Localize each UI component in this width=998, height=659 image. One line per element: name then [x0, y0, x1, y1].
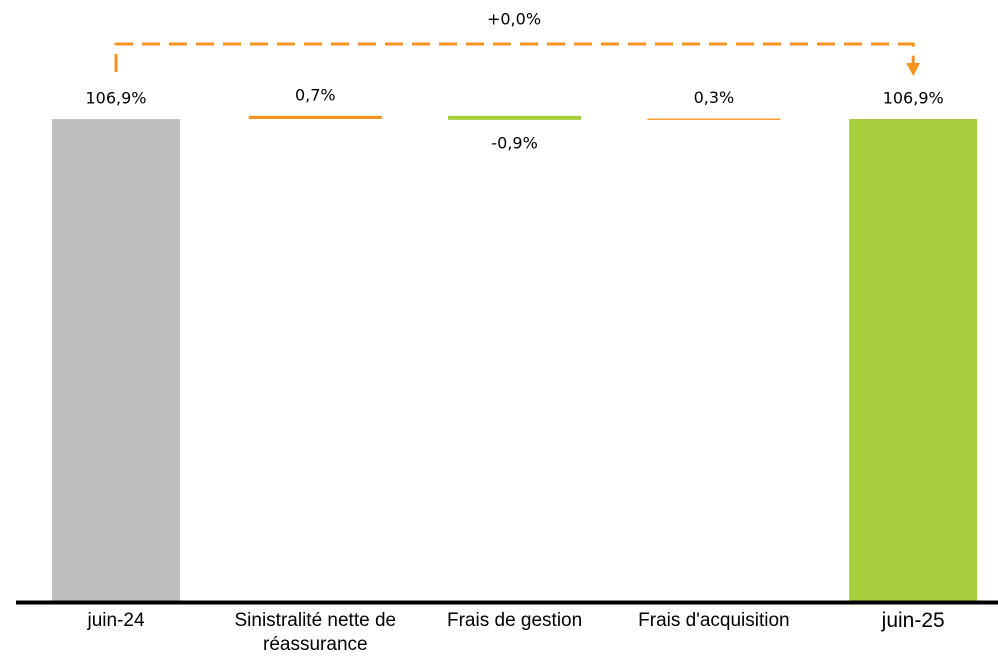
- bar: [448, 115, 582, 120]
- change-label: +0,0%: [487, 10, 541, 29]
- x-tick-label: juin-25: [881, 609, 945, 632]
- change-bracket: [114, 42, 915, 72]
- value-label: 0,7%: [295, 85, 336, 104]
- value-label: 106,9%: [883, 88, 944, 107]
- x-tick-label: Frais d'acquisition: [638, 610, 790, 631]
- x-tick-label: juin-24: [87, 610, 145, 631]
- bar: [52, 118, 180, 601]
- value-label: 106,9%: [85, 88, 146, 107]
- bar: [849, 118, 978, 601]
- bar: [248, 115, 382, 119]
- value-label: 0,3%: [694, 88, 735, 107]
- value-label: -0,9%: [491, 133, 537, 152]
- bar: [647, 118, 781, 120]
- change-arrowhead: [906, 63, 921, 76]
- x-tick-label: Sinistralité nette de réassurance: [234, 610, 397, 655]
- x-tick-label: Frais de gestion: [447, 610, 583, 631]
